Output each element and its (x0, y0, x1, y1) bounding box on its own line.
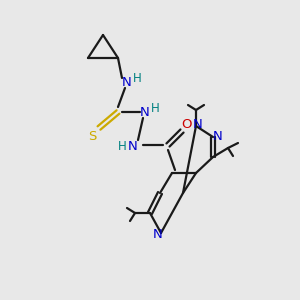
Text: N: N (122, 76, 132, 88)
Text: N: N (153, 229, 163, 242)
Text: O: O (182, 118, 192, 130)
Text: S: S (88, 130, 96, 142)
Text: N: N (213, 130, 223, 143)
Text: H: H (118, 140, 126, 152)
Text: H: H (133, 73, 141, 85)
Text: H: H (151, 103, 159, 116)
Text: N: N (128, 140, 138, 154)
Text: N: N (193, 118, 203, 130)
Text: N: N (140, 106, 150, 118)
